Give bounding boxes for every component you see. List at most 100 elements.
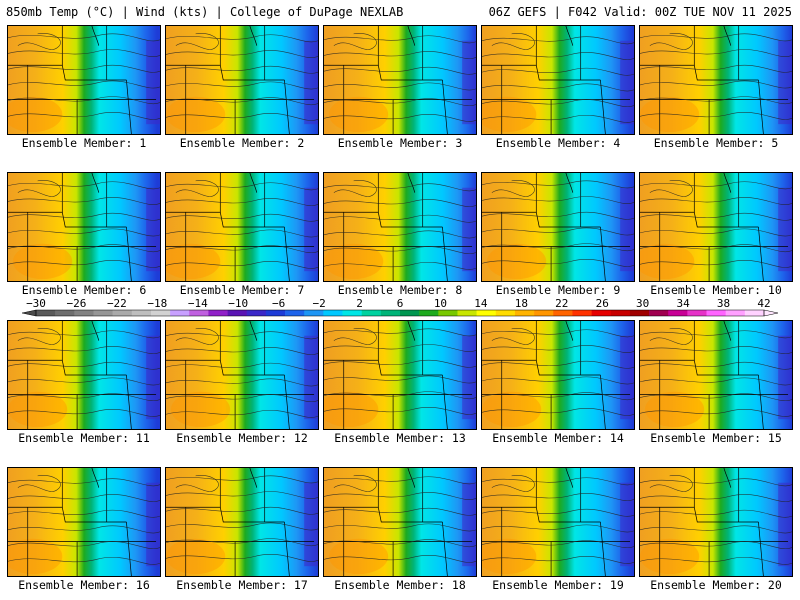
colorbar-tick-label: −30 xyxy=(26,297,46,310)
ensemble-member-map xyxy=(323,25,477,135)
warm-air-region xyxy=(8,391,68,428)
colorbar-tick-label: 10 xyxy=(434,297,447,310)
colorbar-swatch xyxy=(591,310,612,316)
warm-air-region xyxy=(8,96,63,133)
cold-air-region xyxy=(146,335,160,420)
colorbar-swatch xyxy=(150,310,171,316)
colorbar-tick-label: −14 xyxy=(188,297,208,310)
cold-air-region xyxy=(146,40,160,125)
isotherm-contours xyxy=(640,180,792,268)
state-borders xyxy=(482,321,631,429)
isotherm-contours xyxy=(8,33,160,120)
ensemble-member-map xyxy=(7,467,161,577)
colorbar-tick-label: −2 xyxy=(312,297,325,310)
colorbar-tick-label: −6 xyxy=(272,297,285,310)
temperature-colorbar: −30 −26 −22 −18 −14 −10 −6 −2 2 6 10 14 18 22 26 30 34 38… xyxy=(21,297,779,317)
isotherm-contours xyxy=(8,475,160,565)
colorbar-swatch xyxy=(514,310,535,316)
chart-title: 850mb Temp (°C) | Wind (kts) | College o… xyxy=(6,5,404,19)
cold-air-region xyxy=(462,40,476,125)
colorbar-swatch xyxy=(457,310,477,316)
ensemble-member-label: Ensemble Member: 10 xyxy=(650,283,782,297)
ensemble-member-map xyxy=(639,25,793,135)
colorbar-swatch xyxy=(189,310,209,316)
ensemble-member-label: Ensemble Member: 16 xyxy=(18,578,150,592)
ensemble-member-map xyxy=(639,320,793,430)
cold-air-region xyxy=(304,40,318,125)
warm-air-region xyxy=(170,391,231,428)
ensemble-member-map xyxy=(7,172,161,282)
state-borders xyxy=(640,26,789,134)
colorbar-swatch xyxy=(534,310,554,316)
colorbar-swatch xyxy=(36,310,56,316)
warm-air-region xyxy=(166,243,221,280)
cold-air-region xyxy=(778,40,792,125)
ensemble-member-label: Ensemble Member: 7 xyxy=(179,283,305,297)
warm-air-region xyxy=(640,243,695,280)
colorbar-tick-label: 34 xyxy=(676,297,690,310)
colorbar-tick-label: 42 xyxy=(757,297,770,310)
colorbar-tick-label: −22 xyxy=(107,297,127,310)
ensemble-member-label: Ensemble Member: 11 xyxy=(18,431,150,445)
colorbar-swatch xyxy=(93,310,113,316)
cold-air-region xyxy=(462,335,476,420)
warm-air-region xyxy=(482,391,542,428)
ensemble-member-map xyxy=(165,172,319,282)
ensemble-member-label: Ensemble Member: 4 xyxy=(495,136,621,150)
colorbar-swatch xyxy=(265,310,286,316)
cold-air-region xyxy=(462,187,476,272)
isotherm-contours xyxy=(482,328,634,416)
isotherm-contours xyxy=(324,33,476,122)
isotherm-contours xyxy=(640,33,792,120)
cold-air-region xyxy=(304,187,318,272)
isotherm-contours xyxy=(324,475,476,563)
colorbar-swatch xyxy=(629,310,650,316)
warm-air-region xyxy=(482,96,537,133)
ensemble-member-map xyxy=(165,320,319,430)
isotherm-contours xyxy=(324,180,476,270)
cold-air-region xyxy=(778,335,792,420)
colorbar-swatch xyxy=(227,310,248,316)
colorbar-swatch xyxy=(361,310,382,316)
ensemble-member-label: Ensemble Member: 1 xyxy=(21,136,147,150)
ensemble-member-label: Ensemble Member: 19 xyxy=(492,578,624,592)
state-borders xyxy=(166,468,315,576)
state-borders xyxy=(482,173,631,281)
warm-air-region xyxy=(640,538,700,575)
ensemble-member-map xyxy=(165,25,319,135)
ensemble-member-map xyxy=(481,172,635,282)
ensemble-member-map xyxy=(7,320,161,430)
warm-air-region xyxy=(644,391,705,428)
state-borders xyxy=(640,321,789,429)
ensemble-member-label: Ensemble Member: 14 xyxy=(492,431,624,445)
colorbar-swatch xyxy=(744,310,765,316)
ensemble-member-label: Ensemble Member: 15 xyxy=(650,431,782,445)
isotherm-contours xyxy=(482,475,634,564)
model-run-info: 06Z GEFS | F042 Valid: 00Z TUE NOV 11 20… xyxy=(488,5,792,19)
ensemble-member-map xyxy=(323,172,477,282)
colorbar-tick-label: 2 xyxy=(356,297,363,310)
isotherm-contours xyxy=(166,180,318,269)
colorbar-swatch xyxy=(112,310,133,316)
ensemble-member-label: Ensemble Member: 12 xyxy=(176,431,308,445)
cold-air-region xyxy=(778,482,792,567)
state-borders xyxy=(8,26,157,134)
cold-air-region xyxy=(778,187,792,272)
colorbar-tick-label: 14 xyxy=(474,297,488,310)
colorbar-swatch xyxy=(170,310,190,316)
ensemble-member-map xyxy=(481,25,635,135)
cold-air-region xyxy=(620,40,634,125)
colorbar-tick-label: 22 xyxy=(555,297,568,310)
colorbar-swatch xyxy=(553,310,573,316)
colorbar-swatch xyxy=(323,310,343,316)
ensemble-member-label: Ensemble Member: 17 xyxy=(176,578,308,592)
warm-air-region xyxy=(324,243,384,280)
colorbar-tick-label: 38 xyxy=(717,297,730,310)
colorbar-swatch xyxy=(668,310,688,316)
warm-air-region xyxy=(166,96,226,133)
warm-air-region xyxy=(12,243,73,280)
ensemble-member-label: Ensemble Member: 8 xyxy=(337,283,463,297)
warm-air-region xyxy=(482,538,537,575)
state-borders xyxy=(324,26,473,134)
colorbar-swatch xyxy=(400,310,420,316)
